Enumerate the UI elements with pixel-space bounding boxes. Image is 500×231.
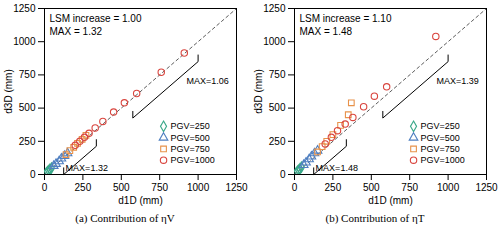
svg-text:750: 750 xyxy=(269,69,286,80)
svg-text:0: 0 xyxy=(292,182,298,193)
svg-text:250: 250 xyxy=(19,136,36,147)
svg-text:d3D (mm): d3D (mm) xyxy=(253,69,264,113)
svg-text:d1D (mm): d1D (mm) xyxy=(118,195,162,206)
svg-text:PGV=500: PGV=500 xyxy=(421,133,460,143)
svg-text:250: 250 xyxy=(269,136,286,147)
svg-text:MAX = 1.48: MAX = 1.48 xyxy=(300,26,353,37)
html-text:(a) Contribution of ηV: (a) Contribution of ηV xyxy=(75,212,175,224)
svg-text:500: 500 xyxy=(19,102,36,113)
svg-text:1000: 1000 xyxy=(263,36,286,47)
svg-text:500: 500 xyxy=(363,182,380,193)
svg-text:LSM increase = 1.10: LSM increase = 1.10 xyxy=(300,13,392,24)
svg-text:250: 250 xyxy=(325,182,342,193)
svg-text:MAX=1.48: MAX=1.48 xyxy=(316,163,358,173)
svg-text:0: 0 xyxy=(30,169,36,180)
svg-text:PGV=250: PGV=250 xyxy=(421,121,460,131)
svg-text:1000: 1000 xyxy=(13,36,36,47)
svg-text:1000: 1000 xyxy=(187,182,210,193)
svg-text:750: 750 xyxy=(19,69,36,80)
svg-text:PGV=750: PGV=750 xyxy=(421,144,460,154)
svg-text:MAX=1.39: MAX=1.39 xyxy=(437,76,479,86)
svg-text:1000: 1000 xyxy=(437,182,460,193)
svg-text:1250: 1250 xyxy=(263,3,286,14)
svg-text:0: 0 xyxy=(42,182,48,193)
svg-text:MAX=1.06: MAX=1.06 xyxy=(187,76,229,86)
svg-text:PGV=1000: PGV=1000 xyxy=(171,155,215,165)
svg-text:750: 750 xyxy=(401,182,418,193)
svg-text:500: 500 xyxy=(269,102,286,113)
svg-text:750: 750 xyxy=(151,182,168,193)
svg-text:PGV=500: PGV=500 xyxy=(171,133,210,143)
svg-text:PGV=750: PGV=750 xyxy=(171,144,210,154)
svg-text:0: 0 xyxy=(280,169,286,180)
svg-text:PGV=250: PGV=250 xyxy=(171,121,210,131)
svg-text:PGV=1000: PGV=1000 xyxy=(421,155,465,165)
svg-text:d1D (mm): d1D (mm) xyxy=(368,195,412,206)
html-text:(b) Contribution of ηT: (b) Contribution of ηT xyxy=(325,212,425,224)
svg-text:1250: 1250 xyxy=(475,182,498,193)
svg-text:LSM increase = 1.00: LSM increase = 1.00 xyxy=(50,13,142,24)
svg-text:1250: 1250 xyxy=(225,182,248,193)
svg-text:MAX = 1.32: MAX = 1.32 xyxy=(50,26,103,37)
svg-text:1250: 1250 xyxy=(13,3,36,14)
svg-text:500: 500 xyxy=(113,182,130,193)
svg-text:d3D (mm): d3D (mm) xyxy=(3,69,14,113)
svg-text:MAX=1.32: MAX=1.32 xyxy=(66,163,108,173)
svg-text:250: 250 xyxy=(75,182,92,193)
